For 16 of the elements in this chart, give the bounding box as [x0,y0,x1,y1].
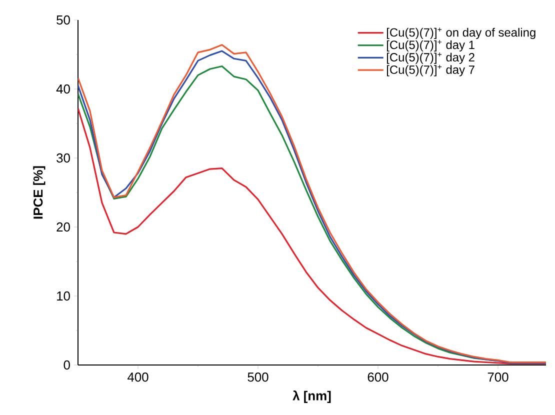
y-tick-label: 10 [57,291,70,301]
x-tick-label: 500 [248,372,268,382]
legend-label: [Cu(5)(7)]$^{+}$ day 7 [386,64,474,76]
x-tick-label: 400 [127,372,148,382]
y-tick-label: 0 [64,360,70,370]
x-axis-title: λ [nm] [292,390,331,403]
y-tick-label: 50 [56,15,70,25]
y-axis-title: IPCE [%] [33,166,46,219]
y-tick-label: 30 [56,153,70,163]
legend-label: [Cu(5)(7)]$^{+}$ day 1 [386,40,474,52]
y-tick-label: 20 [56,222,70,232]
legend-label: [Cu(5)(7)]$^{+}$ on day of sealing [386,28,536,40]
x-tick-label: 600 [368,372,388,382]
legend-label: [Cu(5)(7)]$^{+}$ day 2 [386,52,474,64]
y-tick-label: 40 [56,84,70,94]
x-tick-label: 700 [488,372,508,382]
